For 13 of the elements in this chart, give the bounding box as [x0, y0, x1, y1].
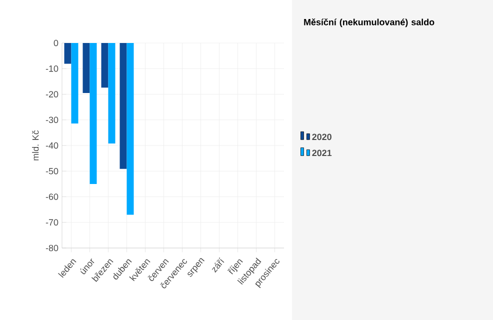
y-tick-label: -80: [46, 244, 58, 252]
y-tick-label: -10: [46, 65, 58, 72]
y-tick-label: -40: [46, 142, 58, 149]
y-axis-title: mld. Kč: [32, 130, 39, 160]
y-tick-label: -70: [46, 219, 58, 226]
text: Měsíční (nekumulované) saldo: [304, 18, 434, 28]
y-tick-label: -20: [46, 91, 58, 98]
y-tick-label: -30: [46, 116, 58, 124]
y-tick-label: -50: [46, 168, 58, 174]
legend-label: 2021: [312, 150, 332, 156]
legend-label: 2020: [312, 134, 332, 140]
y-tick-label: -60: [46, 194, 58, 200]
y-tick-label: 0: [54, 40, 58, 46]
